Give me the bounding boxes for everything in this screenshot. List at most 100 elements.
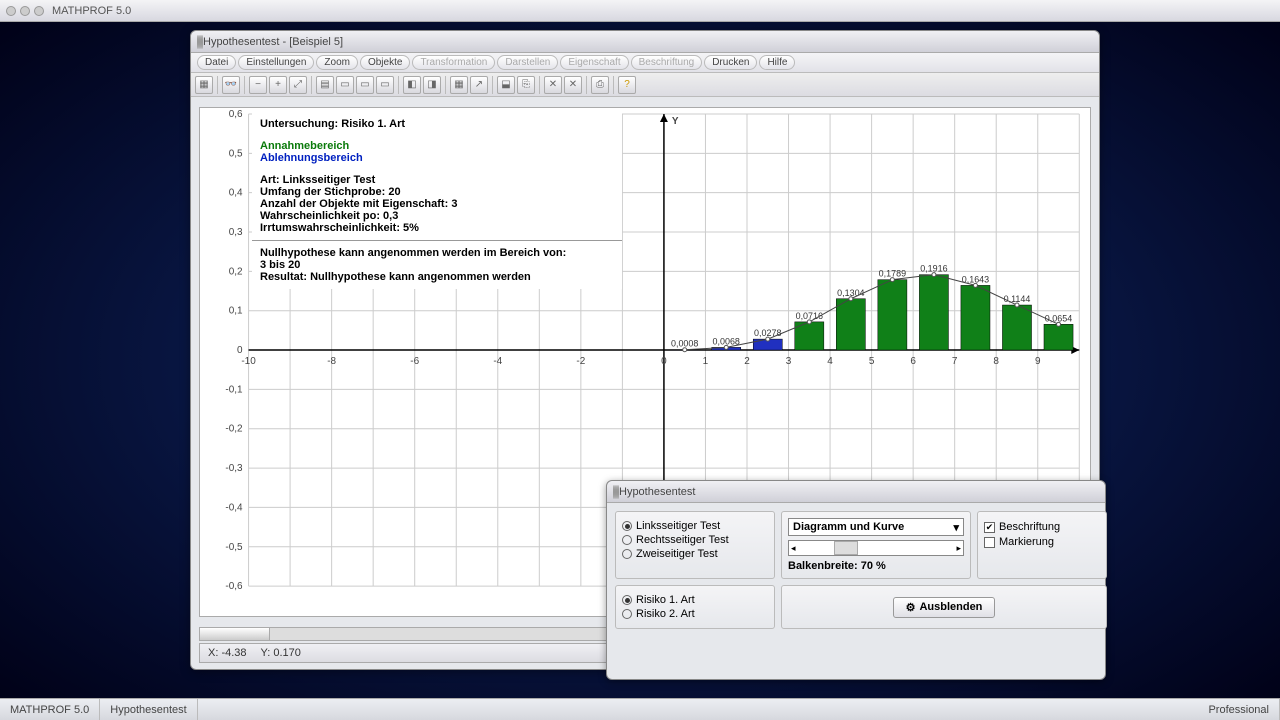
check-beschriftung[interactable]: ✔Beschriftung (984, 521, 1100, 533)
coord-x: X: -4.38 (208, 647, 247, 659)
zoom-out-icon[interactable]: − (249, 76, 267, 94)
info-umfang: Umfang der Stichprobe: 20 (260, 186, 614, 198)
svg-text:-0,2: -0,2 (225, 424, 243, 435)
svg-text:0: 0 (237, 345, 243, 356)
svg-text:0,3: 0,3 (229, 227, 243, 238)
svg-text:-0,6: -0,6 (225, 581, 243, 592)
svg-text:-0,3: -0,3 (225, 463, 243, 474)
svg-text:3: 3 (786, 356, 792, 367)
svg-text:-8: -8 (327, 356, 336, 367)
status-app: MATHPROF 5.0 (0, 699, 100, 720)
menu-einstellungen[interactable]: Einstellungen (238, 55, 314, 70)
info-header: Untersuchung: Risiko 1. Art (260, 118, 614, 130)
svg-text:8: 8 (993, 356, 999, 367)
svg-text:5: 5 (869, 356, 875, 367)
info-art: Art: Linksseitiger Test (260, 174, 614, 186)
svg-text:4: 4 (827, 356, 833, 367)
gear-icon: ⚙ (906, 601, 916, 614)
delete2-icon[interactable]: ✕ (564, 76, 582, 94)
print-icon[interactable]: ⎙ (591, 76, 609, 94)
svg-text:0,4: 0,4 (229, 188, 243, 199)
zoom-reset-icon[interactable]: ⤢ (289, 76, 307, 94)
svg-text:0,1: 0,1 (229, 306, 243, 317)
radio-risiko2[interactable]: Risiko 2. Art (622, 608, 768, 620)
radio-rechtsseitig[interactable]: Rechtsseitiger Test (622, 534, 768, 546)
menu-drucken[interactable]: Drucken (704, 55, 757, 70)
chevron-down-icon: ▾ (953, 521, 959, 534)
button-panel: ⚙Ausblenden (781, 585, 1107, 629)
binoculars-icon[interactable]: 👓 (222, 76, 240, 94)
delete-icon[interactable]: ✕ (544, 76, 562, 94)
ablehnung-label: Ablehnungsbereich (260, 152, 614, 164)
menubar: DateiEinstellungenZoomObjekteTransformat… (191, 53, 1099, 73)
help-icon[interactable]: ? (618, 76, 636, 94)
menu-datei[interactable]: Datei (197, 55, 236, 70)
radio-zweiseitig[interactable]: Zweiseitiger Test (622, 548, 768, 560)
svg-text:-2: -2 (576, 356, 585, 367)
menu-objekte[interactable]: Objekte (360, 55, 410, 70)
layout4-icon[interactable]: ◧ (403, 76, 421, 94)
table-icon[interactable]: ▦ (450, 76, 468, 94)
svg-text:6: 6 (910, 356, 916, 367)
annahme-label: Annahmebereich (260, 140, 614, 152)
radio-linksseitig[interactable]: Linksseitiger Test (622, 520, 768, 532)
status-module: Hypothesentest (100, 699, 197, 720)
svg-text:Y: Y (672, 116, 679, 127)
svg-text:1: 1 (703, 356, 709, 367)
radio-risiko1[interactable]: Risiko 1. Art (622, 594, 768, 606)
svg-text:0,2: 0,2 (229, 266, 243, 277)
check-markierung[interactable]: Markierung (984, 536, 1100, 548)
ausblenden-button[interactable]: ⚙Ausblenden (893, 597, 996, 618)
app-title: MATHPROF 5.0 (52, 5, 131, 17)
info-anzahl: Anzahl der Objekte mit Eigenschaft: 3 (260, 198, 614, 210)
layout3-icon[interactable]: ▭ (376, 76, 394, 94)
display-panel: Diagramm und Kurve▾ ◂▸ Balkenbreite: 70 … (781, 511, 971, 579)
coord-y: Y: 0.170 (261, 647, 301, 659)
doc-title: Hypothesentest - [Beispiel 5] (203, 36, 343, 48)
tool-icon[interactable]: ▦ (195, 76, 213, 94)
grid-icon[interactable]: ▤ (316, 76, 334, 94)
svg-text:9: 9 (1035, 356, 1041, 367)
layout5-icon[interactable]: ◨ (423, 76, 441, 94)
menu-beschriftung: Beschriftung (631, 55, 703, 70)
hypothesentest-dialog: Hypothesentest Linksseitiger Test Rechts… (606, 480, 1106, 680)
info-result: Resultat: Nullhypothese kann angenommen … (260, 271, 614, 283)
menu-transformation: Transformation (412, 55, 495, 70)
info-irrtum: Irrtumswahrscheinlichkeit: 5% (260, 222, 614, 234)
info-panel: Untersuchung: Risiko 1. Art Annahmeberei… (252, 112, 622, 289)
menu-darstellen: Darstellen (497, 55, 558, 70)
svg-text:-0,1: -0,1 (225, 384, 243, 395)
svg-text:-0,5: -0,5 (225, 542, 243, 553)
menu-hilfe[interactable]: Hilfe (759, 55, 795, 70)
menu-zoom[interactable]: Zoom (316, 55, 358, 70)
zoom-in-icon[interactable]: + (269, 76, 287, 94)
dlg-titlebar[interactable]: Hypothesentest (607, 481, 1105, 503)
layout2-icon[interactable]: ▭ (356, 76, 374, 94)
bar-width-slider[interactable]: ◂▸ (788, 540, 964, 556)
svg-text:0,5: 0,5 (229, 148, 243, 159)
display-combo[interactable]: Diagramm und Kurve▾ (788, 518, 964, 536)
export-icon[interactable]: ↗ (470, 76, 488, 94)
dlg-title: Hypothesentest (619, 486, 695, 498)
layout-icon[interactable]: ▭ (336, 76, 354, 94)
toolbar: ▦ 👓 − + ⤢ ▤ ▭ ▭ ▭ ◧ ◨ ▦ ↗ ⬓ ⎘ ✕ ✕ ⎙ (191, 73, 1099, 97)
info-wahr: Wahrscheinlichkeit po: 0,3 (260, 210, 614, 222)
info-null1: Nullhypothese kann angenommen werden im … (260, 247, 614, 259)
main-titlebar: MATHPROF 5.0 (0, 0, 1280, 22)
menu-eigenschaft: Eigenschaft (560, 55, 628, 70)
statusbar: MATHPROF 5.0 Hypothesentest Professional (0, 698, 1280, 720)
status-edition: Professional (1198, 699, 1280, 720)
doc-titlebar[interactable]: Hypothesentest - [Beispiel 5] (191, 31, 1099, 53)
balkenbreite-label: Balkenbreite: 70 % (788, 560, 964, 572)
risiko-panel: Risiko 1. Art Risiko 2. Art (615, 585, 775, 629)
svg-text:0,6: 0,6 (229, 109, 243, 120)
svg-text:2: 2 (744, 356, 750, 367)
chart-icon[interactable]: ⬓ (497, 76, 515, 94)
svg-text:-4: -4 (493, 356, 502, 367)
test-type-panel: Linksseitiger Test Rechtsseitiger Test Z… (615, 511, 775, 579)
copy-icon[interactable]: ⎘ (517, 76, 535, 94)
svg-text:-0,4: -0,4 (225, 502, 243, 513)
svg-text:-10: -10 (241, 356, 256, 367)
info-null2: 3 bis 20 (260, 259, 614, 271)
svg-text:7: 7 (952, 356, 958, 367)
